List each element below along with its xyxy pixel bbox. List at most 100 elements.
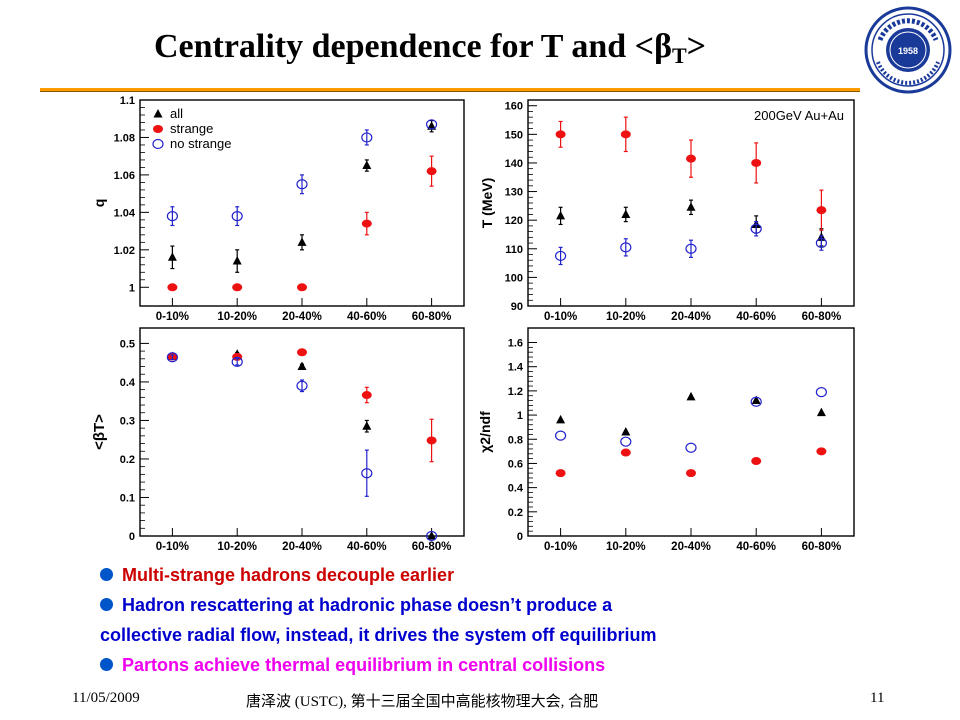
data-point-strange	[426, 167, 437, 176]
data-point-no-strange	[231, 356, 243, 367]
data-point-strange	[297, 348, 307, 357]
y-tick-label: 0.2	[120, 454, 135, 466]
data-point-no-strange	[296, 179, 308, 190]
data-point-all	[686, 202, 696, 211]
x-tick-label: 0-10%	[156, 541, 189, 553]
y-tick-label: 1.08	[114, 132, 135, 144]
legend-label: no strange	[170, 136, 231, 151]
data-point-no-strange	[750, 396, 762, 407]
x-tick-label: 40-60%	[736, 541, 776, 553]
data-point-all	[167, 252, 177, 261]
bullet-text: collective radial flow, instead, it driv…	[100, 625, 657, 645]
x-tick-label: 20-40%	[282, 541, 322, 553]
x-tick-label: 20-40%	[671, 311, 711, 322]
y-tick-label: 1.4	[508, 362, 524, 374]
svg-text:1958: 1958	[898, 46, 918, 56]
data-point-strange	[751, 457, 762, 466]
chart-annotation: 200GeV Au+Au	[754, 108, 844, 123]
data-point-no-strange	[815, 386, 827, 398]
y-tick-label: 1.02	[114, 245, 135, 257]
bullet-text: Partons achieve thermal equilibrium in c…	[122, 655, 606, 675]
x-tick-label: 10-20%	[606, 311, 646, 322]
x-tick-label: 10-20%	[217, 541, 257, 553]
bullet-2: Hadron rescattering at hadronic phase do…	[100, 590, 860, 620]
y-tick-label: 90	[511, 301, 523, 313]
legend-label: all	[170, 106, 183, 121]
y-tick-label: 0	[129, 531, 135, 543]
y-tick-label: 0	[517, 531, 523, 543]
y-tick-label: 1.1	[120, 96, 135, 107]
y-tick-label: 1.04	[114, 207, 136, 219]
y-tick-label: 1.2	[508, 386, 523, 398]
y-tick-label: 140	[505, 158, 523, 170]
data-point-no-strange	[166, 352, 179, 363]
data-point-all	[362, 160, 372, 170]
x-tick-label: 40-60%	[347, 541, 387, 553]
y-tick-label: 100	[505, 272, 523, 284]
data-point-strange	[816, 447, 827, 456]
x-tick-label: 40-60%	[347, 311, 387, 322]
data-point-all	[362, 421, 372, 430]
data-point-strange	[816, 206, 827, 215]
y-tick-label: 110	[505, 244, 523, 256]
legend-marker-strange	[153, 125, 163, 133]
data-point-strange	[620, 448, 631, 457]
data-point-all	[751, 395, 761, 405]
data-point-strange	[751, 158, 762, 167]
y-tick-label: 120	[505, 215, 523, 227]
data-point-all	[816, 407, 826, 417]
data-point-all	[556, 210, 566, 220]
data-point-no-strange	[815, 237, 827, 249]
data-point-all	[686, 391, 696, 401]
data-point-all	[427, 531, 437, 540]
data-point-no-strange	[750, 223, 762, 234]
slide-title: Centrality dependence for T and <βT>	[0, 28, 860, 69]
y-tick-label: 0.6	[508, 458, 523, 470]
bullet-1: Multi-strange hadrons decouple earlier	[100, 560, 860, 590]
y-tick-label: 0.2	[508, 507, 523, 519]
x-tick-label: 40-60%	[736, 311, 776, 322]
plot-frame	[139, 99, 465, 307]
data-point-no-strange	[554, 430, 567, 441]
data-point-no-strange	[361, 132, 373, 143]
footer-page-number: 11	[870, 690, 885, 706]
legend-marker-no-strange	[152, 138, 164, 150]
y-tick-label: 0.8	[508, 434, 523, 446]
x-tick-label: 60-80%	[802, 541, 842, 553]
x-tick-label: 10-20%	[606, 541, 646, 553]
data-point-strange	[555, 130, 566, 139]
y-tick-label: 1.06	[114, 170, 135, 182]
data-point-strange	[426, 436, 437, 445]
chart-q: 1 1.02 1.04 1.06 1.08 1.1 0-10% 10-20% 20-40% 40-…	[91, 96, 465, 322]
y-tick-label: 1	[517, 410, 523, 422]
y-axis-label: T (MeV)	[479, 178, 495, 229]
legend-label: strange	[170, 121, 213, 136]
x-tick-label: 10-20%	[217, 311, 257, 322]
x-tick-label: 60-80%	[412, 541, 452, 553]
x-tick-label: 20-40%	[671, 541, 711, 553]
legend-marker-all	[153, 109, 163, 118]
y-tick-label: 1	[129, 282, 135, 294]
bullet-dot-icon	[100, 658, 113, 671]
data-point-strange	[297, 283, 307, 292]
bullet-text: Hadron rescattering at hadronic phase do…	[122, 595, 613, 615]
data-point-all	[297, 237, 307, 246]
title-close: >	[686, 28, 707, 65]
data-point-strange	[361, 391, 372, 400]
data-point-strange	[555, 469, 566, 478]
chart-chi2-ndf: 0 0.2 0.4 0.6 0.8 1 1.2 1.4 1.6 0-10% 10-20% 20-40%…	[477, 327, 855, 553]
bullet-list: Multi-strange hadrons decouple earlier H…	[100, 560, 860, 680]
y-tick-label: 0.5	[120, 338, 135, 350]
footer-author: 唐泽波 (USTC), 第十三届全国中高能核物理大会, 合肥	[246, 694, 599, 710]
data-point-no-strange	[426, 530, 438, 542]
y-tick-label: 160	[505, 101, 523, 113]
data-point-no-strange	[361, 468, 373, 479]
x-tick-label: 60-80%	[802, 311, 842, 322]
data-point-strange	[361, 219, 372, 228]
data-point-no-strange	[426, 119, 438, 130]
data-point-strange	[232, 283, 243, 292]
y-tick-label: 0.1	[120, 492, 135, 504]
data-point-strange	[620, 130, 631, 139]
plot-frame	[139, 327, 465, 537]
data-point-all	[556, 414, 566, 424]
